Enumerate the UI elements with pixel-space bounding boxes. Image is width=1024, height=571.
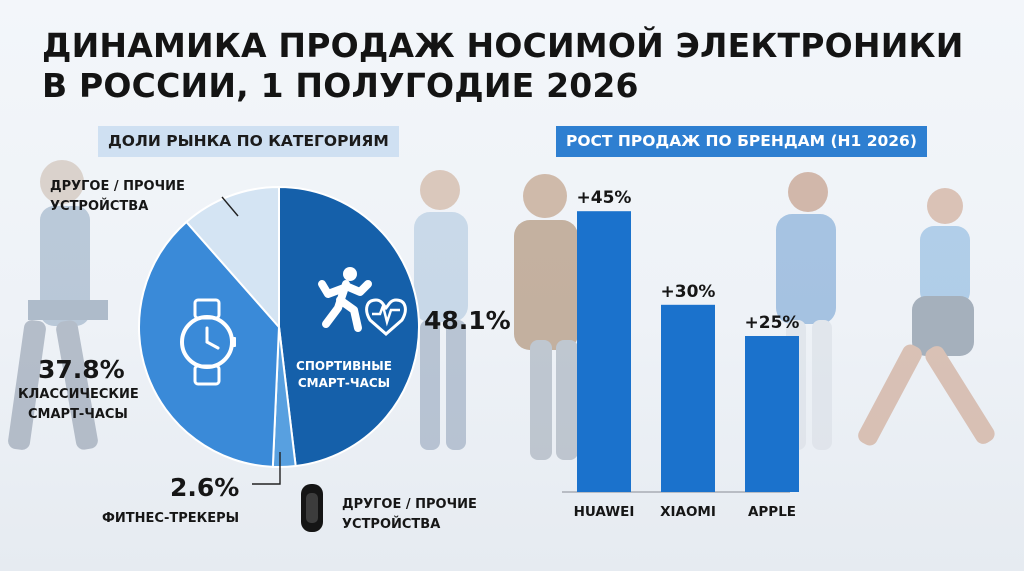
bar-category-label: APPLE	[748, 504, 796, 520]
slice-name-classic-line2: СМАРТ-ЧАСЫ	[28, 407, 128, 422]
bar-value-label: +45%	[577, 188, 632, 208]
slice-value-sport: 48.1%	[424, 306, 511, 335]
slice-label-other-line1: ДРУГОЕ / ПРОЧИЕ	[50, 179, 185, 194]
slice-label-other-line2: УСТРОЙСТВА	[50, 198, 148, 214]
bar-category-label: XIAOMI	[660, 504, 716, 520]
bar-category-label: HUAWEI	[574, 504, 635, 520]
fitness-band-icon	[301, 484, 323, 532]
bar-chart-title: РОСТ ПРОДАЖ ПО БРЕНДАМ (H1 2026)	[556, 126, 927, 157]
slice-name-sport-line2: СМАРТ-ЧАСЫ	[298, 376, 390, 390]
slice-name-classic-line1: КЛАССИЧЕСКИЕ	[18, 387, 139, 402]
slice-name-fitness: ФИТНЕС-ТРЕКЕРЫ	[102, 511, 239, 526]
bar-chart: +45% HUAWEI +30% XIAOMI +25% APPLE	[562, 188, 799, 520]
pie-slice-other	[185, 185, 280, 330]
running-person-heartbeat-icon	[318, 267, 407, 336]
leader-line-fitness	[252, 452, 281, 485]
bar-xiaomi	[661, 304, 715, 492]
leader-line-other	[221, 196, 239, 217]
page-title: ДИНАМИКА ПРОДАЖ НОСИМОЙ ЭЛЕКТРОНИКИ В РО…	[42, 26, 964, 105]
extra-label-line1: ДРУГОЕ / ПРОЧИЕ	[342, 497, 477, 512]
pie-chart-title: ДОЛИ РЫНКА ПО КАТЕГОРИЯМ	[98, 126, 399, 157]
extra-label-line2: УСТРОЙСТВА	[342, 516, 440, 532]
person-silhouette-1	[8, 160, 108, 450]
wristwatch-icon	[180, 298, 236, 386]
person-silhouette-3	[514, 174, 578, 460]
slice-value-classic: 37.8%	[38, 355, 125, 384]
pie-slice-sport	[278, 185, 420, 468]
person-silhouette-5	[858, 188, 995, 446]
bar-value-label: +30%	[661, 282, 716, 302]
slice-name-sport-line1: СПОРТИВНЫЕ	[296, 359, 392, 373]
slice-value-fitness: 2.6%	[170, 473, 239, 502]
person-silhouette-2	[414, 170, 468, 450]
bar-value-label: +25%	[745, 313, 800, 333]
bar-huawei	[577, 211, 631, 492]
bar-apple	[745, 336, 799, 492]
